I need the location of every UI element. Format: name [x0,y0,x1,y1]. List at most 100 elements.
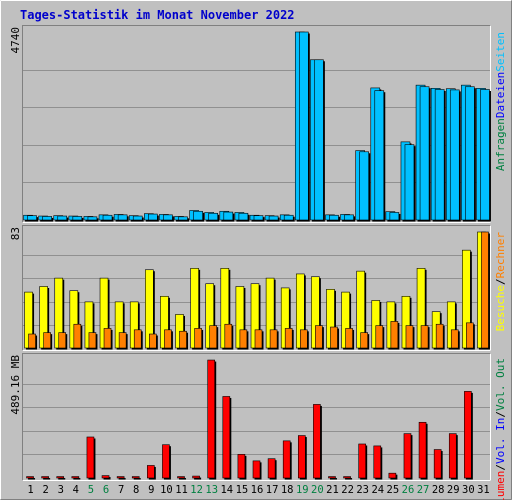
bar-seiten-day-22 [344,214,354,221]
x-tick-day-8: 8 [133,484,139,496]
bar-volumen-day-27 [418,421,427,479]
x-tick-day-7: 7 [118,484,124,496]
bar-seiten-day-18 [283,214,294,221]
bar-seiten-day-17 [268,215,279,221]
panel-volume-ymax-label: 489.16 MB [9,355,22,415]
bar-rechner-day-21 [330,326,338,349]
bar-volumen-day-22 [343,476,351,479]
bar-seiten-day-15 [238,212,249,221]
bar-volumen-day-3 [56,476,65,479]
x-tick-day-21: 21 [326,484,339,496]
series-label-volumen: Volumen [494,471,507,500]
bar-volumen-day-1 [26,476,34,479]
bar-rechner-day-22 [345,328,353,349]
bar-volumen-day-11 [177,476,185,479]
bar-rechner-day-5 [88,332,97,349]
bar-seiten-day-11 [178,216,188,221]
bar-seiten-day-2 [42,216,52,221]
bar-seiten-day-26 [404,144,415,221]
bar-rechner-day-31 [481,231,489,349]
chart-title: Tages-Statistik im Monat November 2022 [20,8,295,22]
x-tick-day-26: 26 [402,484,415,496]
x-axis-day-labels: 1 2 3 4 5 6 7 8 9 10 11 12 13 14 15 16 17 18 19 20 21 22 23 24 2… [27,484,489,496]
x-tick-day-5: 5 [88,484,94,496]
bar-rechner-day-12 [194,328,202,349]
bar-rechner-day-13 [209,325,218,349]
bar-seiten-day-24 [374,90,385,221]
bar-volumen-day-2 [41,476,49,479]
bar-seiten-day-14 [223,211,234,221]
x-tick-day-15: 15 [236,484,249,496]
bar-volumen-day-26 [403,433,412,479]
panel-volume: 489.16 MB Volumen/Vol. In/Vol. Out [9,353,507,500]
bar-rechner-day-29 [450,329,459,349]
bar-volumen-day-3-shadow [58,478,66,480]
x-tick-day-2: 2 [42,484,48,496]
bar-volumen-day-14 [222,396,231,479]
bar-seiten-day-19 [298,31,309,221]
bar-seiten-day-29 [449,89,460,221]
bar-volumen-day-4 [71,476,80,479]
bar-volumen-day-13 [207,359,216,479]
panel-hits-series-labels: AnfragenDateienSeiten [494,32,507,171]
bar-volumen-day-18 [282,440,291,479]
bar-volumen-day-21 [328,476,336,479]
x-tick-day-25: 25 [387,484,400,496]
series-label-: / [494,278,507,285]
bar-rechner-day-11 [179,330,187,349]
series-label-: / [494,464,507,471]
bar-volumen-day-12 [192,475,200,479]
bar-rechner-day-3 [58,332,67,349]
bar-volumen-day-16 [252,460,261,479]
bar-volumen-day-2-shadow [43,478,51,480]
bar-volumen-day-23 [358,443,366,479]
bar-rechner-day-6 [103,328,112,349]
panel-visits-ymax-label: 83 [9,227,22,240]
bar-rechner-day-7 [118,332,127,349]
x-tick-day-30: 30 [462,484,475,496]
bar-seiten-day-1 [27,215,37,221]
bar-rechner-day-4 [73,323,82,349]
bar-seiten-day-9 [148,213,158,221]
x-tick-day-9: 9 [148,484,154,496]
bar-rechner-day-19 [299,329,308,349]
x-tick-day-29: 29 [447,484,460,496]
bar-volumen-day-9 [147,465,155,479]
bar-rechner-day-25 [390,321,399,349]
panel-hits: 4740 AnfragenDateienSeiten [9,25,507,223]
bar-seiten-day-3 [57,215,68,221]
bar-seiten-day-7 [117,214,128,221]
series-label-dateien: Dateien [494,72,507,118]
bar-volumen-day-22-shadow [345,478,353,480]
bar-rechner-day-27 [420,325,429,349]
bar-rechner-day-8 [133,329,142,349]
x-tick-day-4: 4 [73,484,79,496]
bar-volumen-day-30 [464,391,472,479]
panel-volume-bars [26,359,473,480]
bar-seiten-day-13 [208,212,219,221]
bar-volumen-day-7-shadow [118,478,126,480]
x-tick-day-1: 1 [27,484,33,496]
bar-volumen-day-8 [131,476,140,479]
panel-visits-series-labels: Besuche/Rechner [494,232,507,332]
bar-rechner-day-1 [28,333,36,349]
bar-rechner-day-26 [405,325,414,349]
bar-seiten-day-21 [329,214,339,221]
bar-rechner-day-28 [435,323,444,349]
bar-volumen-day-17 [267,458,276,479]
panel-volume-series-labels: Volumen/Vol. In/Vol. Out [494,358,507,500]
x-tick-day-17: 17 [266,484,279,496]
x-tick-day-14: 14 [220,484,233,496]
bar-volumen-day-5 [86,436,95,479]
bar-volumen-day-20 [313,404,321,479]
bar-volumen-day-24 [373,445,382,479]
x-tick-day-6: 6 [103,484,109,496]
x-tick-day-13: 13 [205,484,218,496]
bar-seiten-day-4 [72,216,83,221]
bar-volumen-day-11-shadow [179,478,187,480]
bar-seiten-day-8 [132,215,143,221]
bar-volumen-day-28 [433,449,442,479]
